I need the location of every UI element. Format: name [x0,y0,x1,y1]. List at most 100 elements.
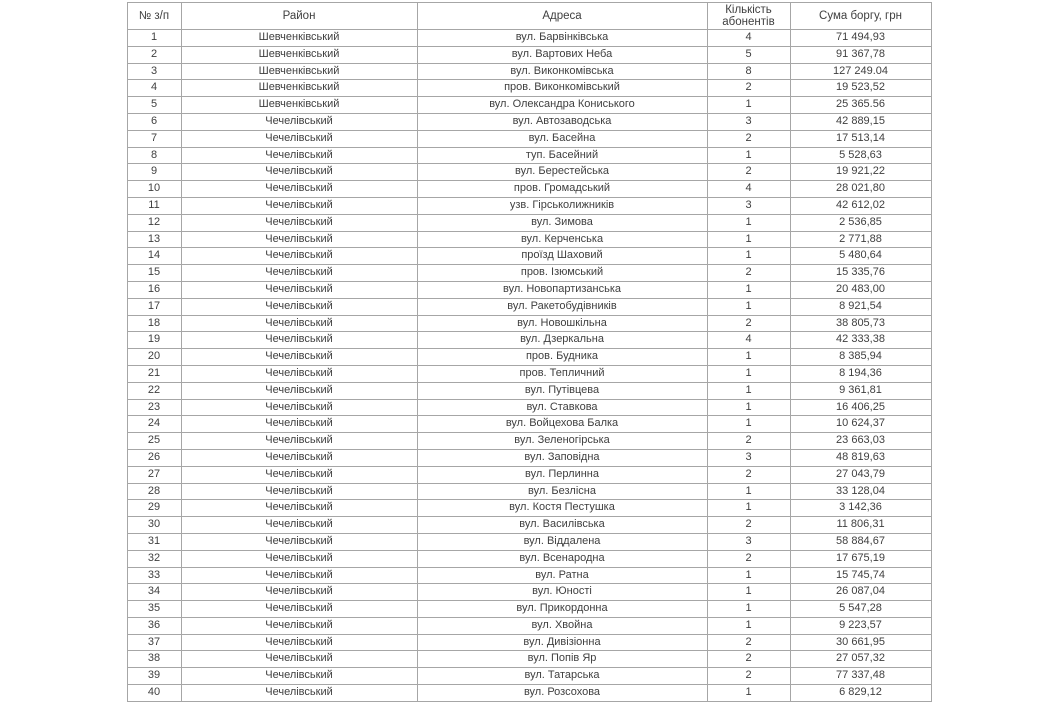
cell-district: Чечелівський [180,364,418,383]
cell-district: Чечелівський [180,566,418,585]
cell-subscribers: 1 [706,96,791,114]
cell-address: вул. Безлісна [416,482,708,501]
cell-num: 10 [126,180,182,198]
cell-subscribers: 1 [706,482,791,501]
cell-district: Чечелівський [180,465,418,484]
cell-amount: 5 528,63 [789,146,932,165]
cell-subscribers: 2 [706,650,791,669]
cell-address: вул. Барвінківська [416,29,708,47]
cell-address: вул. Ратна [416,566,708,585]
cell-address: вул. Розсохова [416,684,708,702]
cell-num: 30 [126,516,182,534]
cell-amount: 19 921,22 [789,163,932,182]
cell-num: 33 [126,566,182,585]
cell-amount: 3 142,36 [789,499,932,518]
table-row: 11 Чечелівський узв. Гірськолижників 3 42 61… [126,196,932,215]
cell-district: Шевченківський [180,96,418,114]
cell-num: 35 [126,600,182,618]
table-row: 2 Шевченківський вул. Вартових Неба 5 91 367… [126,45,932,64]
cell-amount: 9 361,81 [789,381,932,400]
table-row: 27 Чечелівський вул. Перлинна 2 27 043,79 [126,465,932,484]
table-row: 35 Чечелівський вул. Прикордонна 1 5 547,28 [126,600,932,618]
cell-address: вул. Керченська [416,230,708,249]
cell-address: пров. Громадський [416,180,708,198]
cell-amount: 25 365.56 [789,96,932,114]
cell-address: вул. Вартових Неба [416,45,708,64]
table-row: 3 Шевченківський вул. Виконкомівська 8 127 2… [126,62,932,81]
cell-subscribers: 1 [706,364,791,383]
cell-subscribers: 3 [706,196,791,215]
cell-amount: 9 223,57 [789,616,932,635]
cell-num: 36 [126,616,182,635]
cell-address: вул. Виконкомівська [416,62,708,81]
cell-subscribers: 1 [706,415,791,434]
cell-num: 20 [126,348,182,366]
cell-district: Чечелівський [180,230,418,249]
cell-district: Чечелівський [180,583,418,602]
cell-num: 40 [126,684,182,702]
table-row: 23 Чечелівський вул. Ставкова 1 16 406,25 [126,398,932,417]
table-row: 38 Чечелівський вул. Попів Яр 2 27 057,32 [126,650,932,669]
cell-num: 31 [126,532,182,551]
cell-subscribers: 1 [706,583,791,602]
cell-subscribers: 2 [706,465,791,484]
cell-amount: 28 021,80 [789,180,932,198]
cell-address: вул. Ставкова [416,398,708,417]
cell-district: Чечелівський [180,348,418,366]
table-row: 31 Чечелівський вул. Віддалена 3 58 884,67 [126,532,932,551]
cell-num: 15 [126,264,182,282]
cell-district: Шевченківський [180,62,418,81]
cell-district: Чечелівський [180,667,418,686]
cell-subscribers: 3 [706,532,791,551]
table-row: 25 Чечелівський вул. Зеленогірська 2 23 663,… [126,432,932,450]
cell-district: Чечелівський [180,297,418,316]
cell-subscribers: 1 [706,146,791,165]
cell-num: 27 [126,465,182,484]
cell-amount: 11 806,31 [789,516,932,534]
cell-address: вул. Войцехова Балка [416,415,708,434]
cell-amount: 6 829,12 [789,684,932,702]
cell-subscribers: 2 [706,129,791,148]
cell-subscribers: 1 [706,297,791,316]
cell-district: Шевченківський [180,29,418,47]
cell-amount: 17 513,14 [789,129,932,148]
cell-amount: 2 771,88 [789,230,932,249]
cell-district: Чечелівський [180,213,418,232]
cell-district: Чечелівський [180,415,418,434]
column-header-address: Адреса [416,2,708,30]
cell-address: пров. Будника [416,348,708,366]
cell-subscribers: 1 [706,381,791,400]
cell-subscribers: 4 [706,29,791,47]
cell-address: пров. Тепличний [416,364,708,383]
cell-subscribers: 2 [706,516,791,534]
table-row: 7 Чечелівський вул. Басейна 2 17 513,14 [126,129,932,148]
cell-num: 16 [126,280,182,299]
table-row: 40 Чечелівський вул. Розсохова 1 6 829,12 [126,684,932,702]
cell-amount: 42 612,02 [789,196,932,215]
cell-address: вул. Берестейська [416,163,708,182]
cell-amount: 42 333,38 [789,331,932,350]
cell-num: 34 [126,583,182,602]
cell-address: вул. Попів Яр [416,650,708,669]
table-row: 26 Чечелівський вул. Заповідна 3 48 819,63 [126,448,932,467]
cell-address: вул. Хвойна [416,616,708,635]
cell-address: вул. Зеленогірська [416,432,708,450]
cell-address: вул. Путівцева [416,381,708,400]
cell-subscribers: 2 [706,79,791,98]
table-row: 24 Чечелівський вул. Войцехова Балка 1 10 62… [126,415,932,434]
cell-district: Чечелівський [180,448,418,467]
cell-amount: 20 483,00 [789,280,932,299]
cell-amount: 71 494,93 [789,29,932,47]
cell-num: 23 [126,398,182,417]
cell-amount: 58 884,67 [789,532,932,551]
cell-amount: 27 043,79 [789,465,932,484]
cell-num: 14 [126,247,182,266]
column-header-subscribers: Кількість абонентів [706,2,791,30]
cell-subscribers: 8 [706,62,791,81]
cell-amount: 15 335,76 [789,264,932,282]
cell-address: вул. Костя Пестушка [416,499,708,518]
cell-amount: 77 337,48 [789,667,932,686]
cell-address: туп. Басейний [416,146,708,165]
cell-address: вул. Татарська [416,667,708,686]
cell-subscribers: 4 [706,180,791,198]
